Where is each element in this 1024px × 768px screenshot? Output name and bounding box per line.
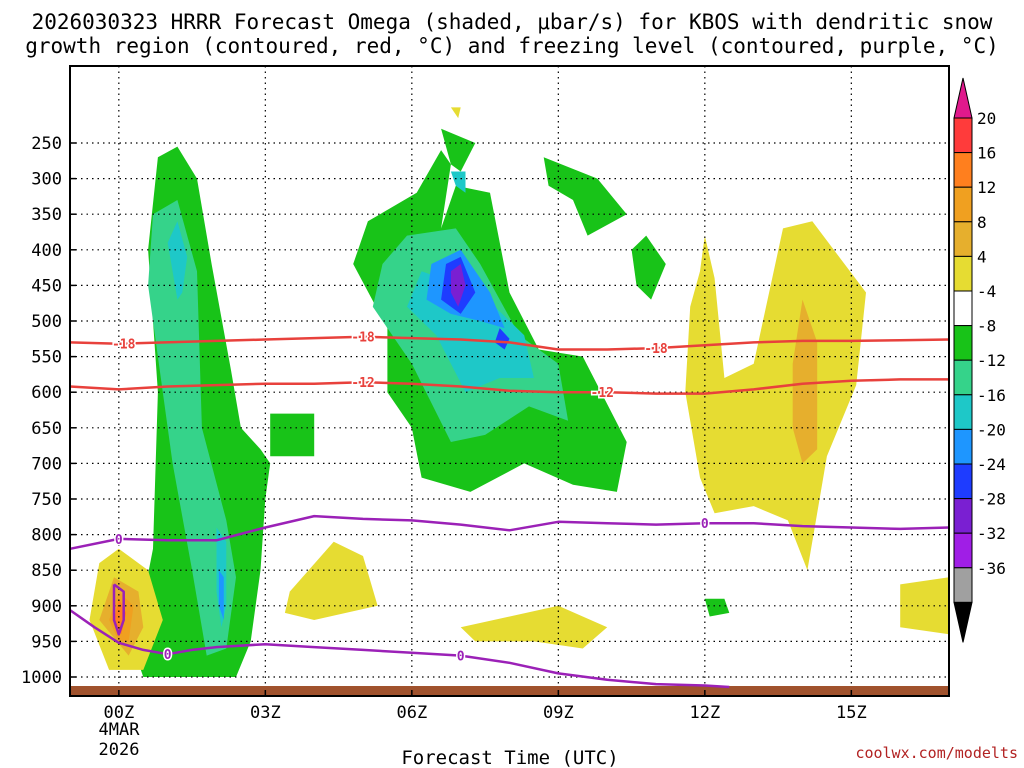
colorbar-bin-0 [953, 117, 973, 154]
y-tick-label-500: 500 [31, 312, 62, 332]
contour-line-1 [69, 378, 949, 395]
contour-label-2-0: 0 [115, 533, 123, 548]
y-tick-label-300: 300 [31, 170, 62, 190]
colorbar-bin-5 [953, 290, 973, 327]
colorbar-bin-6 [953, 325, 973, 361]
colorbar-bin-13 [953, 567, 973, 603]
colorbar-bin-12 [953, 532, 973, 569]
x-tick-label-00Z: 00Z [103, 703, 134, 723]
omega-region-21 [460, 605, 608, 649]
temperature-contours: -18 -18 -18 -12 -12 0 0 0 0 [69, 329, 950, 689]
omega-region-16 [494, 328, 510, 350]
y-axis: 250 300 350 400 450 500 550 600 650 700 750 800 850 9… [21, 134, 76, 688]
omega-region-17 [450, 264, 466, 307]
y-tick-label-700: 700 [31, 454, 62, 474]
colorbar-label-0: 20 [977, 109, 996, 128]
colorbar-label-7: -12 [977, 351, 1006, 370]
y-tick-label-650: 650 [31, 419, 62, 439]
colorbar-label-13: -36 [977, 559, 1006, 578]
omega-region-20 [284, 541, 378, 620]
ground-surface [70, 686, 949, 696]
colorbar-bin-8 [953, 394, 973, 430]
colorbar-label-5: -4 [977, 282, 996, 301]
x-axis: 4MAR 2026 00Z 03Z 06Z 09Z 12Z 15Z [99, 690, 867, 760]
contour-label-3-1: 0 [457, 650, 465, 665]
colorbar-label-1: 16 [977, 144, 996, 163]
contour-label-2-1: 0 [701, 517, 709, 532]
colorbar-bin-11 [953, 498, 973, 534]
omega-region-5 [631, 235, 666, 300]
y-tick-label-400: 400 [31, 241, 62, 261]
colorbar-label-6: -8 [977, 317, 996, 336]
contour-line-0 [69, 335, 950, 351]
colorbar-label-12: -32 [977, 524, 1006, 543]
contour-line-3 [69, 609, 730, 689]
contour-label-1-0: -12 [351, 376, 374, 391]
x-tick-label-12Z: 12Z [689, 703, 720, 723]
omega-region-1 [270, 413, 315, 457]
y-tick-label-1000: 1000 [21, 668, 62, 688]
omega-region-18 [685, 221, 866, 571]
contour-line-2 [69, 514, 950, 551]
colorbar-label-4: 4 [977, 247, 987, 266]
plot-area: -18 -18 -18 -12 -12 0 0 0 0 [69, 65, 950, 697]
colorbar-bin-4 [953, 255, 973, 292]
colorbar-label-3: 8 [977, 213, 987, 232]
contour-label-0-2: -18 [644, 342, 668, 357]
y-tick-label-900: 900 [31, 597, 62, 617]
y-tick-label-800: 800 [31, 526, 62, 546]
colorbar-bin-1 [953, 152, 973, 188]
chart-title-line1: 2026030323 HRRR Forecast Omega (shaded, … [32, 10, 993, 34]
y-tick-label-350: 350 [31, 205, 62, 225]
omega-region-22 [900, 577, 949, 635]
y-tick-label-550: 550 [31, 348, 62, 368]
colorbar-label-10: -24 [977, 455, 1006, 474]
x-tick-label-09Z: 09Z [543, 703, 574, 723]
y-tick-label-950: 950 [31, 632, 62, 652]
colorbar-bin-9 [953, 428, 973, 465]
x-date-label-day: 4MAR [99, 720, 141, 740]
colorbar-label-2: 12 [977, 178, 996, 197]
contour-line-4 [112, 583, 125, 636]
grid-lines [70, 66, 949, 696]
x-axis-label: Forecast Time (UTC) [401, 747, 618, 768]
site-credit: coolwx.com/modelts [855, 744, 1018, 762]
contour-label-0-1: -18 [351, 331, 375, 346]
contour-label-1-1: -12 [591, 386, 614, 401]
colorbar-bin-10 [953, 463, 973, 500]
contour-label-0-0: -18 [112, 338, 136, 353]
chart-title-line2: growth region (contoured, red, °C) and f… [25, 34, 999, 58]
colorbar-bin-2 [953, 186, 973, 223]
colorbar-label-8: -16 [977, 386, 1006, 405]
plot-frame [69, 65, 950, 697]
omega-region-12 [450, 171, 466, 193]
omega-region-13 [218, 570, 224, 620]
colorbar: 20 16 12 8 4 -4 -8 -12 -16 -20 -24 -28 -32 -36 [953, 77, 1006, 643]
colorbar-bin-7 [953, 359, 973, 396]
x-tick-label-15Z: 15Z [836, 703, 867, 723]
y-tick-label-750: 750 [31, 490, 62, 510]
x-date-label-year: 2026 [99, 740, 140, 760]
y-tick-label-450: 450 [31, 276, 62, 296]
omega-region-23 [450, 107, 461, 119]
colorbar-cap-top [953, 77, 973, 119]
colorbar-label-9: -20 [977, 420, 1006, 439]
omega-region-3 [441, 128, 476, 172]
omega-region-9 [167, 221, 188, 300]
x-tick-label-06Z: 06Z [396, 703, 427, 723]
y-tick-label-850: 850 [31, 561, 62, 581]
contour-label-3-0: 0 [164, 648, 172, 663]
colorbar-bin-3 [953, 221, 973, 257]
omega-region-6 [704, 598, 730, 617]
colorbar-cap-bottom [953, 601, 973, 643]
x-tick-label-03Z: 03Z [250, 703, 281, 723]
colorbar-label-11: -28 [977, 490, 1006, 509]
omega-region-4 [543, 157, 627, 236]
y-tick-label-250: 250 [31, 134, 62, 154]
y-tick-label-600: 600 [31, 383, 62, 403]
